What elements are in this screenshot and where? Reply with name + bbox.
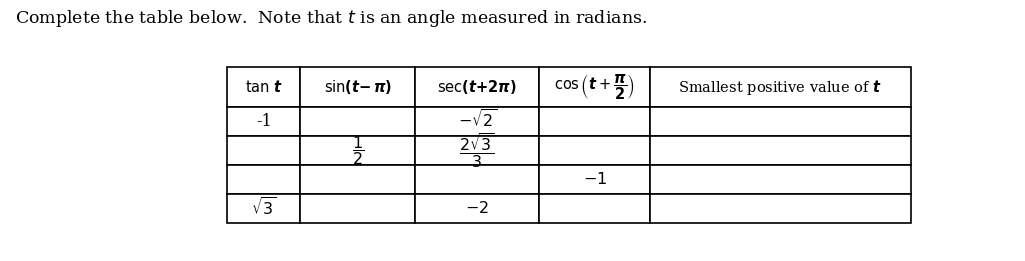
- Bar: [650, 68, 910, 107]
- Text: $\mathbf{\sec(}\boldsymbol{t}\mathbf{+2}\boldsymbol{\pi}\mathbf{)}$: $\mathbf{\sec(}\boldsymbol{t}\mathbf{+2}…: [438, 78, 517, 96]
- Bar: [300, 68, 415, 107]
- Bar: [650, 194, 910, 223]
- Bar: [650, 107, 910, 136]
- Bar: [539, 165, 650, 194]
- Bar: [300, 107, 415, 136]
- Bar: [650, 165, 910, 194]
- Text: $\mathbf{\tan}\,\boldsymbol{t}$: $\mathbf{\tan}\,\boldsymbol{t}$: [245, 79, 283, 95]
- Bar: [415, 68, 539, 107]
- Bar: [228, 165, 300, 194]
- Bar: [539, 107, 650, 136]
- Text: $\mathbf{\cos}\left(\boldsymbol{t}+\dfrac{\boldsymbol{\pi}}{\mathbf{2}}\right)$: $\mathbf{\cos}\left(\boldsymbol{t}+\dfra…: [555, 72, 636, 102]
- Bar: [228, 107, 300, 136]
- Text: Smallest positive value of $\boldsymbol{t}$: Smallest positive value of $\boldsymbol{…: [679, 78, 883, 97]
- Bar: [415, 165, 539, 194]
- Text: $\dfrac{1}{2}$: $\dfrac{1}{2}$: [352, 134, 364, 167]
- Bar: [415, 107, 539, 136]
- Bar: [539, 68, 650, 107]
- Bar: [300, 194, 415, 223]
- Bar: [415, 194, 539, 223]
- Text: $\dfrac{2\sqrt{3}}{3}$: $\dfrac{2\sqrt{3}}{3}$: [459, 131, 495, 170]
- Bar: [228, 136, 300, 165]
- Bar: [300, 165, 415, 194]
- Bar: [650, 136, 910, 165]
- Bar: [415, 136, 539, 165]
- Text: $\sqrt{3}$: $\sqrt{3}$: [251, 198, 277, 220]
- Text: $\mathbf{\sin(}\boldsymbol{t} \mathbf{-\,} \boldsymbol{\pi}\mathbf{)}$: $\mathbf{\sin(}\boldsymbol{t} \mathbf{-\…: [324, 78, 392, 96]
- Text: $-\sqrt{2}$: $-\sqrt{2}$: [457, 110, 497, 132]
- Text: $-1$: $-1$: [582, 171, 607, 188]
- Text: Complete the table below.  Note that $t$ is an angle measured in radians.: Complete the table below. Note that $t$ …: [15, 8, 648, 29]
- Bar: [228, 194, 300, 223]
- Bar: [228, 68, 300, 107]
- Bar: [539, 136, 650, 165]
- Text: -1: -1: [256, 113, 272, 130]
- Text: $-2$: $-2$: [465, 200, 489, 217]
- Bar: [300, 136, 415, 165]
- Bar: [539, 194, 650, 223]
